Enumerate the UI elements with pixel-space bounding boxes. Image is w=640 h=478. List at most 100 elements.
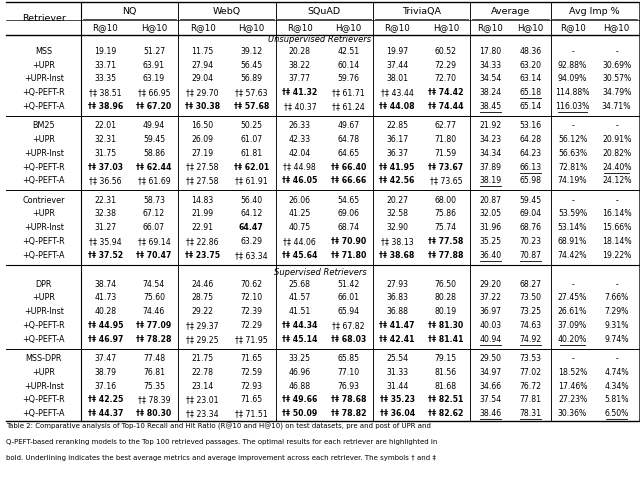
Text: 29.50: 29.50 bbox=[479, 354, 501, 363]
Text: 27.45%: 27.45% bbox=[558, 293, 588, 303]
Text: R@10: R@10 bbox=[384, 23, 410, 32]
Text: 56.12%: 56.12% bbox=[558, 135, 588, 144]
Text: 27.19: 27.19 bbox=[191, 149, 214, 158]
Text: 41.51: 41.51 bbox=[289, 307, 311, 316]
Text: R@10: R@10 bbox=[92, 23, 118, 32]
Text: †‡ 37.52: †‡ 37.52 bbox=[88, 251, 123, 260]
Text: 31.33: 31.33 bbox=[386, 368, 408, 377]
Text: 40.94: 40.94 bbox=[479, 335, 501, 344]
Text: 32.58: 32.58 bbox=[386, 209, 408, 218]
Text: †‡ 41.47: †‡ 41.47 bbox=[380, 321, 415, 330]
Text: †‡ 43.44: †‡ 43.44 bbox=[381, 88, 413, 97]
Text: †‡ 82.51: †‡ 82.51 bbox=[428, 395, 463, 404]
Text: †‡ 36.56: †‡ 36.56 bbox=[89, 176, 122, 185]
Text: 20.82%: 20.82% bbox=[602, 149, 631, 158]
Text: †‡ 74.44: †‡ 74.44 bbox=[428, 102, 463, 111]
Text: Average: Average bbox=[491, 7, 530, 16]
Text: 37.47: 37.47 bbox=[94, 354, 116, 363]
Text: +Q-PEFT-R: +Q-PEFT-R bbox=[22, 395, 65, 404]
Text: †‡ 71.51: †‡ 71.51 bbox=[235, 409, 268, 418]
Text: 64.47: 64.47 bbox=[239, 223, 264, 232]
Text: 71.65: 71.65 bbox=[240, 395, 262, 404]
Text: 51.42: 51.42 bbox=[337, 280, 360, 289]
Text: 92.88%: 92.88% bbox=[558, 61, 587, 70]
Text: †‡ 42.25: †‡ 42.25 bbox=[88, 395, 123, 404]
Text: 6.50%: 6.50% bbox=[605, 409, 629, 418]
Text: †‡ 69.14: †‡ 69.14 bbox=[138, 237, 170, 246]
Text: 65.18: 65.18 bbox=[519, 88, 541, 97]
Text: 66.07: 66.07 bbox=[143, 223, 165, 232]
Text: 25.54: 25.54 bbox=[386, 354, 408, 363]
Text: 38.22: 38.22 bbox=[289, 61, 311, 70]
Text: 70.23: 70.23 bbox=[520, 237, 541, 246]
Text: 30.69%: 30.69% bbox=[602, 61, 631, 70]
Text: †‡ 61.91: †‡ 61.91 bbox=[235, 176, 268, 185]
Text: +UPR-Inst: +UPR-Inst bbox=[24, 307, 63, 316]
Text: -: - bbox=[571, 196, 574, 205]
Text: 58.73: 58.73 bbox=[143, 196, 165, 205]
Text: 65.98: 65.98 bbox=[520, 176, 541, 185]
Text: 75.86: 75.86 bbox=[435, 209, 457, 218]
Text: 22.01: 22.01 bbox=[94, 121, 116, 130]
Text: +UPR-Inst: +UPR-Inst bbox=[24, 75, 63, 83]
Text: +Q-PEFT-A: +Q-PEFT-A bbox=[22, 409, 65, 418]
Text: †‡ 27.58: †‡ 27.58 bbox=[186, 176, 219, 185]
Text: +Q-PEFT-A: +Q-PEFT-A bbox=[22, 176, 65, 185]
Text: +Q-PEFT-A: +Q-PEFT-A bbox=[22, 251, 65, 260]
Text: 68.76: 68.76 bbox=[520, 223, 541, 232]
Text: -: - bbox=[615, 354, 618, 363]
Text: †‡ 71.95: †‡ 71.95 bbox=[235, 335, 268, 344]
Text: H@10: H@10 bbox=[517, 23, 543, 32]
Text: 79.15: 79.15 bbox=[435, 354, 457, 363]
Text: -: - bbox=[615, 121, 618, 130]
Text: 72.93: 72.93 bbox=[240, 382, 262, 391]
Text: MSS: MSS bbox=[35, 47, 52, 56]
Text: Unsupervised Retrievers: Unsupervised Retrievers bbox=[268, 35, 372, 44]
Text: 74.92: 74.92 bbox=[519, 335, 541, 344]
Text: 59.76: 59.76 bbox=[337, 75, 360, 83]
Text: †‡ 44.98: †‡ 44.98 bbox=[284, 163, 316, 172]
Text: †‡ 41.32: †‡ 41.32 bbox=[282, 88, 317, 97]
Text: 34.34: 34.34 bbox=[479, 149, 501, 158]
Text: †‡ 44.95: †‡ 44.95 bbox=[88, 321, 123, 330]
Text: 63.19: 63.19 bbox=[143, 75, 165, 83]
Text: 21.92: 21.92 bbox=[479, 121, 501, 130]
Text: 70.87: 70.87 bbox=[520, 251, 541, 260]
Text: R@10: R@10 bbox=[287, 23, 313, 32]
Text: 54.65: 54.65 bbox=[337, 196, 360, 205]
Text: 49.94: 49.94 bbox=[143, 121, 165, 130]
Text: †‡ 77.09: †‡ 77.09 bbox=[136, 321, 172, 330]
Text: †‡ 45.14: †‡ 45.14 bbox=[282, 335, 317, 344]
Text: 56.89: 56.89 bbox=[240, 75, 262, 83]
Text: 61.81: 61.81 bbox=[240, 149, 262, 158]
Text: 19.22%: 19.22% bbox=[602, 251, 631, 260]
Text: 74.42%: 74.42% bbox=[558, 251, 588, 260]
Text: -: - bbox=[615, 196, 618, 205]
Text: 30.36%: 30.36% bbox=[558, 409, 587, 418]
Text: 38.24: 38.24 bbox=[479, 88, 501, 97]
Text: 21.99: 21.99 bbox=[191, 209, 214, 218]
Text: 59.45: 59.45 bbox=[143, 135, 165, 144]
Text: 72.29: 72.29 bbox=[240, 321, 262, 330]
Text: -: - bbox=[571, 47, 574, 56]
Text: †‡ 80.30: †‡ 80.30 bbox=[136, 409, 172, 418]
Text: +Q-PEFT-R: +Q-PEFT-R bbox=[22, 88, 65, 97]
Text: 73.53: 73.53 bbox=[520, 354, 541, 363]
Text: †‡ 77.58: †‡ 77.58 bbox=[428, 237, 463, 246]
Text: 27.94: 27.94 bbox=[191, 61, 214, 70]
Text: 74.63: 74.63 bbox=[519, 321, 541, 330]
Text: 68.74: 68.74 bbox=[337, 223, 360, 232]
Text: 76.93: 76.93 bbox=[337, 382, 360, 391]
Text: -: - bbox=[615, 280, 618, 289]
Text: †‡ 46.97: †‡ 46.97 bbox=[88, 335, 123, 344]
Text: bold. Underlining indicates the best average metrics and average improvement acr: bold. Underlining indicates the best ave… bbox=[6, 455, 436, 461]
Text: 19.19: 19.19 bbox=[94, 47, 116, 56]
Text: 68.00: 68.00 bbox=[435, 196, 457, 205]
Text: 33.71: 33.71 bbox=[94, 61, 116, 70]
Text: 76.81: 76.81 bbox=[143, 368, 165, 377]
Text: -: - bbox=[615, 47, 618, 56]
Text: †‡ 29.37: †‡ 29.37 bbox=[186, 321, 219, 330]
Text: †‡ 78.82: †‡ 78.82 bbox=[331, 409, 366, 418]
Text: †‡ 23.01: †‡ 23.01 bbox=[186, 395, 219, 404]
Text: 40.03: 40.03 bbox=[479, 321, 501, 330]
